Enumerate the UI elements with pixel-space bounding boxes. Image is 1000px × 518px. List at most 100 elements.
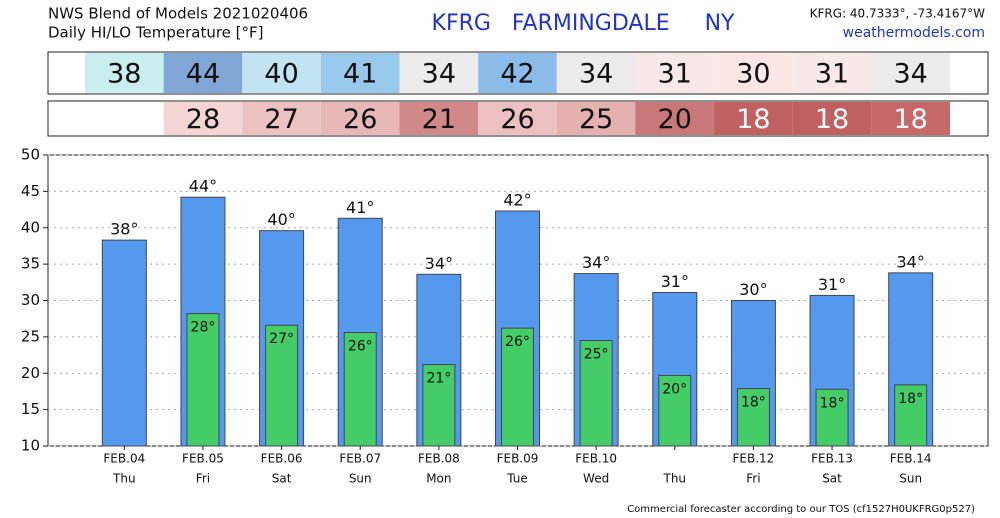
value-label: 18° [898,391,923,407]
x-tick-label: FEB.08 [418,452,460,466]
value-label: 44° [189,177,217,196]
table-cell [478,102,557,135]
day-label: Fri [746,472,760,486]
table-cell [85,53,164,93]
value-label: 34° [897,252,925,271]
bar [501,327,534,447]
table-cell [320,102,400,135]
value-label: 38° [110,220,138,239]
table-value: 40 [264,59,298,90]
table-cell [399,53,479,93]
bar [265,324,299,447]
table-cell [556,102,636,135]
table-value: 26 [500,104,534,135]
value-label: 28° [191,320,216,336]
footer: Commercial forecaster according to our T… [627,504,975,515]
y-tick-label: 15 [21,400,40,418]
value-label: 31° [661,272,689,291]
table-cell [871,102,950,135]
day-label: Sun [899,472,922,486]
day-label: Mon [426,472,451,486]
bar [815,388,849,447]
value-label: 41° [346,198,374,217]
value-label: 31° [818,275,846,294]
x-tick-label: FEB.06 [261,452,303,466]
table-cell [714,53,793,93]
y-tick-label: 20 [21,364,40,382]
value-label: 40° [267,210,295,229]
value-label: 42° [503,191,531,210]
table-value: 18 [894,104,928,135]
bar [579,340,613,447]
value-label: 21° [426,371,451,387]
table-cell [399,102,479,135]
x-tick-label: FEB.05 [182,452,224,466]
day-label: Thu [662,472,686,486]
table-cell [635,102,715,135]
table-cell [871,53,950,93]
y-tick-label: 40 [21,218,40,236]
value-label: 26° [505,334,530,350]
day-label: Tue [506,472,528,486]
table-value: 20 [658,104,692,135]
x-tick-label: FEB.07 [339,452,381,466]
table-cell [478,53,557,93]
table-value: 41 [343,59,377,90]
header-line: Daily HI/LO Temperature [°F] [48,24,264,42]
y-tick-label: 25 [21,327,40,345]
x-tick-label: FEB.10 [575,452,617,466]
day-label: Wed [583,472,609,486]
day-label: Sat [822,472,842,486]
table-cell [792,53,872,93]
value-label: 18° [741,395,766,411]
header-line: NWS Blend of Models 2021020406 [48,5,308,23]
table-cell [242,102,321,135]
x-tick-label: FEB.09 [497,452,539,466]
table-cell [163,53,243,93]
value-label: 20° [662,381,687,397]
coordinates: KFRG: 40.7333°, -73.4167°W [810,7,985,21]
table-value: 27 [264,104,298,135]
table-value: 26 [343,104,377,135]
day-label: Fri [196,472,210,486]
table-value: 21 [422,104,456,135]
table-value: 25 [579,104,613,135]
value-label: 25° [584,347,609,363]
table-cell [163,102,243,135]
table-value: 34 [894,59,928,90]
day-label: Sat [272,472,292,486]
table-value: 38 [107,59,141,90]
table-value: 31 [658,59,692,90]
table-cell [85,102,164,135]
y-tick-label: 10 [21,437,40,455]
x-tick-label: FEB.14 [890,452,932,466]
value-label: 27° [269,331,294,347]
table-value: 31 [815,59,849,90]
value-label: 26° [348,339,373,355]
value-label: 34° [582,253,610,272]
chart-title: KFRG FARMINGDALE NY [432,11,736,36]
table-cell [792,102,872,135]
day-label: Sun [349,472,372,486]
table-cell [635,53,715,93]
y-tick-label: 50 [21,146,40,164]
table-value: 18 [736,104,770,135]
table-cell [714,102,793,135]
day-label: Thu [112,472,136,486]
table-value: 42 [500,59,534,90]
table-value: 44 [186,59,220,90]
table-value: 28 [186,104,220,135]
table-value: 18 [815,104,849,135]
y-tick-label: 35 [21,255,40,273]
table-cell [556,53,636,93]
table-value: 34 [422,59,456,90]
table-cell [320,53,400,93]
table-value: 30 [736,59,770,90]
table-value: 34 [579,59,613,90]
value-label: 34° [425,254,453,273]
value-label: 30° [739,280,767,299]
y-tick-label: 45 [21,182,40,200]
x-tick-label: FEB.04 [103,452,145,466]
table-cell [242,53,321,93]
